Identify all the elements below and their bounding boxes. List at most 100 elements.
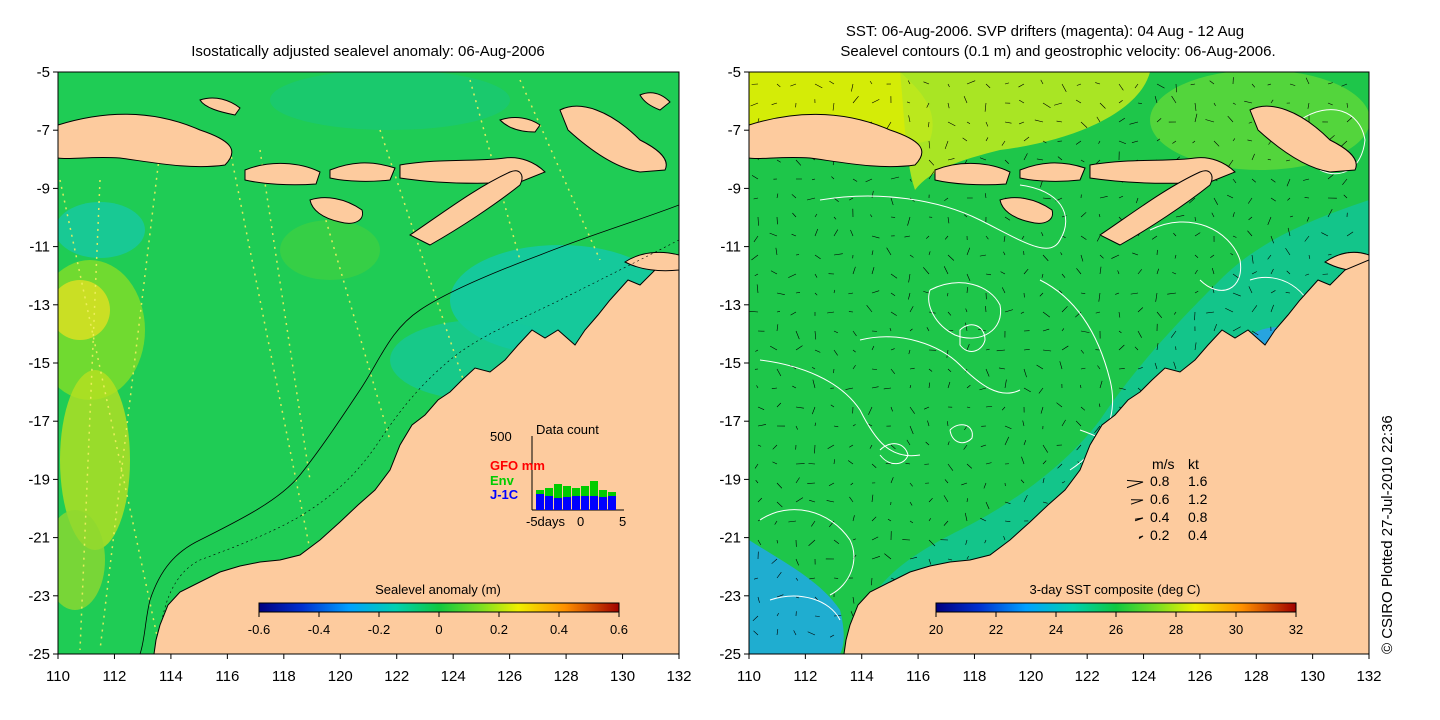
velocity-arrow [833, 459, 835, 465]
right-lon-axis: 110 112 114 116 118 120 122 124 126 128 130 132 [737, 654, 1382, 685]
velocity-arrow [980, 517, 987, 522]
lon-tick-label: 120 [1018, 668, 1043, 685]
velocity-arrow [964, 512, 968, 522]
velocity-arrow [1206, 311, 1215, 314]
velocity-arrow [771, 558, 778, 564]
lon-tick-label: 116 [215, 668, 239, 685]
data-count-xtick: 0 [577, 514, 584, 529]
velocity-arrow [1232, 212, 1235, 218]
velocity-arrow [1061, 419, 1066, 427]
velocity-arrow [1080, 235, 1087, 240]
velocity-arrow [1097, 365, 1101, 370]
velocity-arrow [966, 556, 969, 560]
velocity-arrow [811, 406, 816, 415]
velocity-arrow [1232, 138, 1236, 142]
velocity-arrow [943, 495, 949, 503]
colorbar-tick-label: 32 [1289, 622, 1303, 637]
velocity-arrow [756, 385, 759, 389]
velocity-arrow [776, 311, 781, 313]
velocity-arrow [849, 444, 854, 448]
velocity-arrow [1053, 102, 1063, 106]
velocity-arrow [1156, 118, 1162, 123]
velocity-arrow [852, 538, 856, 541]
velocity-arrow [963, 444, 968, 450]
velocity-arrow [947, 463, 954, 471]
velocity-arrow [1061, 306, 1068, 313]
velocity-arrow [1194, 269, 1198, 275]
velocity-arrow [1034, 119, 1044, 123]
velocity-arrow [1058, 290, 1063, 294]
velocity-arrow [944, 235, 949, 240]
velocity-arrow [1167, 292, 1177, 295]
velocity-arrow [814, 349, 821, 353]
velocity-arrow [795, 477, 800, 484]
velocity-arrow [1267, 158, 1272, 161]
velocity-arrow [943, 520, 949, 526]
velocity-arrow [1190, 83, 1196, 86]
velocity-arrow [871, 368, 878, 370]
velocity-arrow [776, 324, 779, 332]
velocity-arrow [1042, 501, 1048, 504]
lon-tick-label: 118 [962, 668, 986, 685]
velocity-arrow [757, 424, 767, 427]
velocity-arrow [1004, 159, 1010, 164]
velocity-arrow [809, 499, 816, 503]
velocity-arrow [1211, 212, 1215, 218]
velocity-arrow [1268, 140, 1272, 145]
velocity-arrow [868, 406, 873, 415]
velocity-arrow [1020, 311, 1025, 314]
velocity-arrow [1175, 215, 1185, 218]
velocity-arrow [909, 501, 913, 506]
data-count-xtick: 5 [619, 514, 626, 529]
velocity-arrow [1285, 292, 1291, 294]
velocity-arrow [814, 330, 817, 340]
velocity-arrow [1267, 254, 1272, 260]
velocity-arrow [1232, 178, 1237, 184]
velocity-legend-arrow-icon [1134, 517, 1144, 522]
velocity-arrow [1346, 116, 1353, 123]
velocity-arrow [1099, 196, 1108, 199]
velocity-arrow [1270, 268, 1274, 275]
velocity-arrow [1154, 362, 1158, 370]
velocity-arrow [1040, 406, 1044, 414]
velocity-arrow [947, 102, 950, 109]
velocity-arrow [1226, 194, 1234, 199]
velocity-arrow [928, 251, 931, 256]
lon-tick-label: 114 [850, 668, 874, 685]
velocity-arrow [1023, 387, 1031, 393]
velocity-arrow [1004, 309, 1014, 313]
velocity-arrow [795, 425, 798, 430]
velocity-arrow [849, 496, 854, 503]
velocity-arrow [1230, 253, 1234, 256]
velocity-legend-ms: 0.8 [1150, 473, 1170, 489]
sla-anomaly-high [60, 370, 130, 550]
velocity-arrow [832, 102, 835, 111]
velocity-arrow [985, 121, 989, 127]
velocity-arrow [1130, 292, 1139, 295]
velocity-arrow [833, 539, 840, 545]
velocity-arrow [1171, 95, 1177, 104]
velocity-arrow [985, 348, 990, 351]
colorbar-tick-label: 24 [1049, 622, 1063, 637]
velocity-arrow [966, 80, 976, 85]
velocity-arrow [1076, 268, 1082, 275]
velocity-arrow [1156, 83, 1165, 89]
velocity-arrow [776, 83, 781, 88]
lon-tick-label: 122 [1075, 668, 1100, 685]
velocity-arrow [1115, 292, 1120, 295]
velocity-arrow [1003, 235, 1006, 242]
velocity-arrow [795, 159, 802, 166]
velocity-arrow [1346, 102, 1348, 108]
velocity-arrow [890, 368, 896, 375]
velocity-arrow [1287, 197, 1291, 201]
velocity-arrow [1248, 286, 1253, 294]
velocity-arrow [927, 420, 930, 427]
velocity-arrow [1156, 138, 1161, 142]
velocity-arrow [1059, 361, 1063, 370]
lon-tick-label: 130 [610, 668, 635, 685]
velocity-arrow [852, 266, 856, 275]
velocity-arrow [871, 190, 874, 199]
velocity-arrow [1057, 463, 1063, 469]
velocity-arrow [1056, 402, 1063, 408]
velocity-arrow [1251, 83, 1256, 88]
